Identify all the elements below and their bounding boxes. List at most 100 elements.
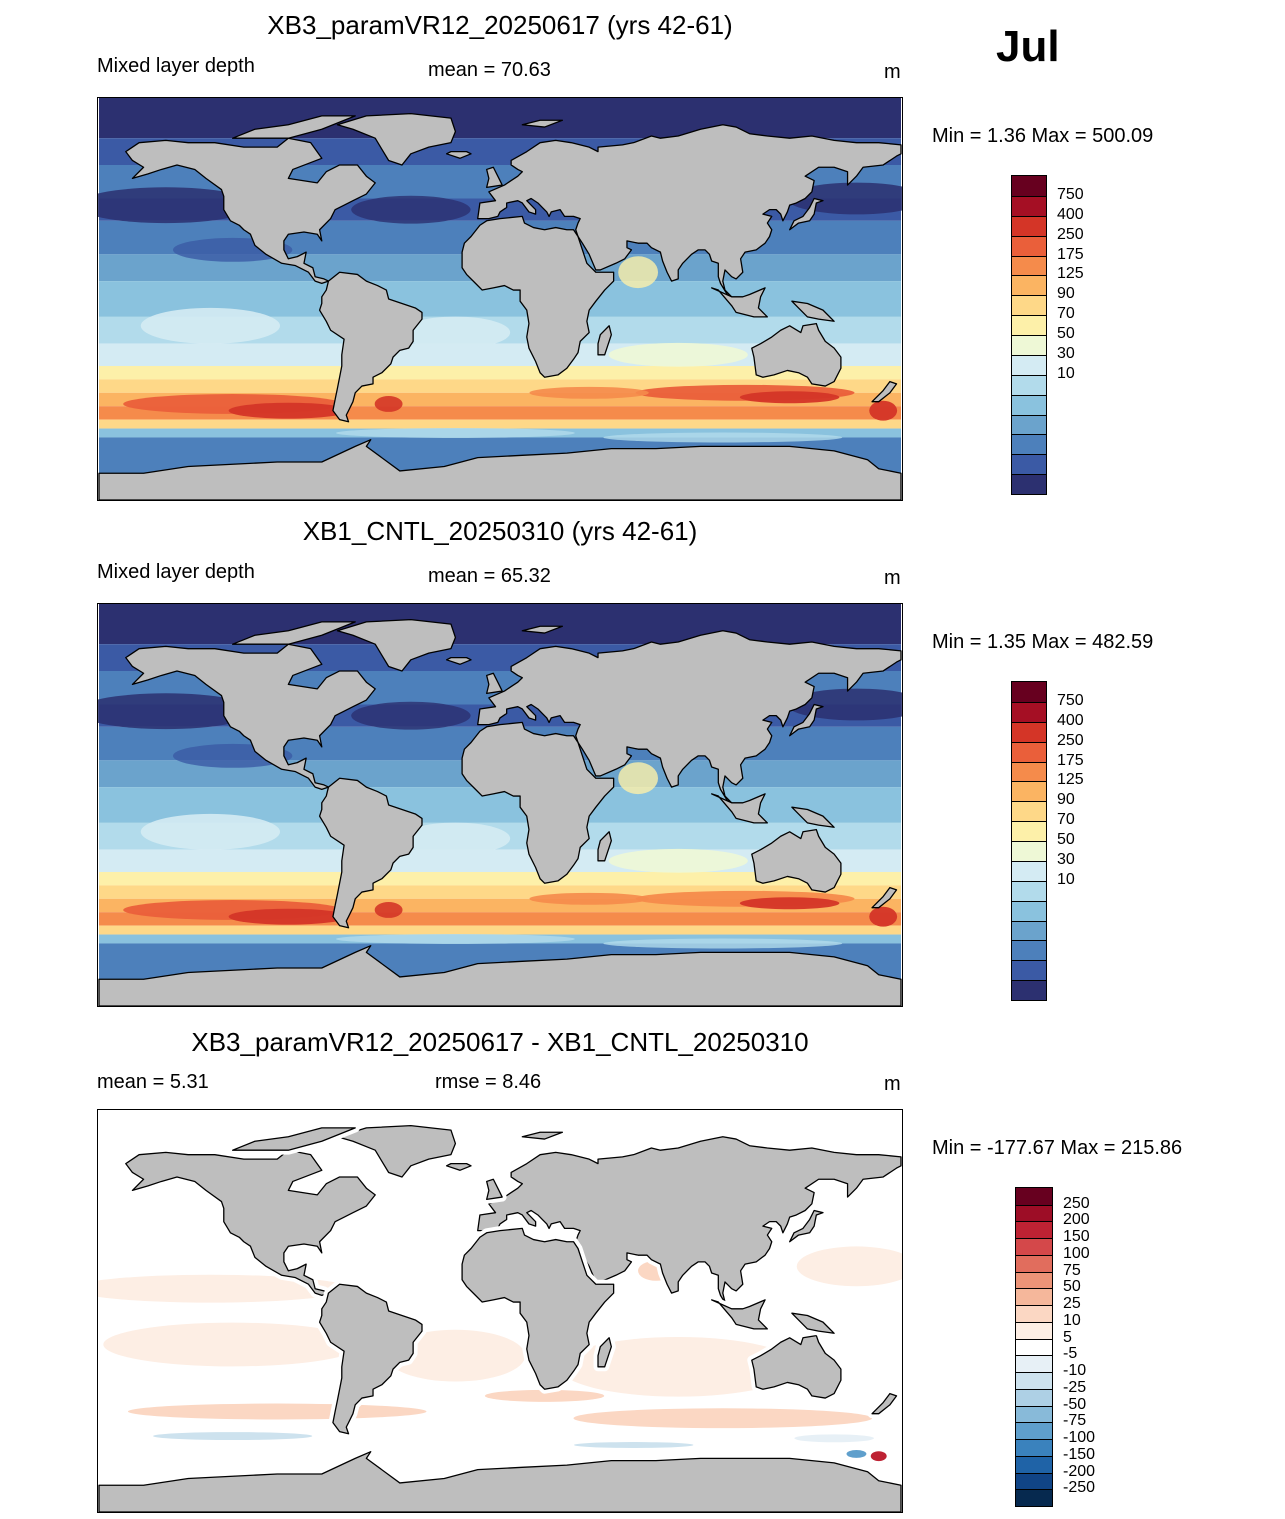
field-patch (400, 316, 511, 349)
field-patch (870, 1451, 887, 1462)
land-antarctica (98, 945, 902, 1006)
land-svalbard (521, 625, 564, 634)
panel-title-bottom: XB3_paramVR12_20250617 - XB1_CNTL_202503… (191, 1027, 809, 1057)
panel-title-top: XB3_paramVR12_20250617 (yrs 42-61) (267, 10, 733, 40)
panel-units-bottom: m (884, 1073, 901, 1095)
colorbar-swatch (1012, 394, 1046, 415)
colorbar-swatch (1012, 255, 1046, 276)
colorbar-tick-label: -50 (1063, 1395, 1087, 1413)
colorbar-tick-label: 750 (1057, 185, 1084, 203)
land-arctic-islands (231, 115, 356, 139)
field-patch (794, 1434, 874, 1443)
land-iceland (445, 150, 472, 159)
colorbar-swatch (1012, 235, 1046, 256)
colorbar-swatch (1012, 960, 1046, 981)
land-japan (789, 1209, 824, 1243)
panel-mean-label-bottom: mean = 5.31 (97, 1071, 209, 1093)
land-indonesia (711, 287, 769, 318)
colorbar-tick-label: 125 (1057, 265, 1084, 283)
colorbar-swatch (1012, 176, 1046, 196)
colorbar-swatch (1012, 821, 1046, 841)
field-band (98, 419, 902, 429)
panel-left-label-top: Mixed layer depth (97, 55, 255, 77)
field-patch (529, 386, 649, 399)
colorbar-swatch (1016, 1455, 1052, 1473)
land-madagascar (597, 831, 612, 862)
land-south-america (318, 1283, 423, 1435)
minmax-bottom: Min = -177.67 Max = 215.86 (932, 1137, 1183, 1159)
field-band (98, 925, 902, 935)
land-new-guinea (791, 300, 835, 322)
field-patch (228, 908, 349, 925)
land-south-america (318, 777, 423, 929)
land-australia (751, 322, 842, 387)
field-patch (558, 1336, 798, 1397)
colorbar-tick-label: -150 (1063, 1445, 1096, 1463)
colorbar-swatch (1012, 335, 1046, 355)
colorbar-swatch (1016, 1405, 1052, 1423)
colorbar-tick-label: 90 (1057, 791, 1075, 809)
colorbar-swatch (1012, 215, 1046, 236)
panel-title-middle: XB1_CNTL_20250310 (yrs 42-61) (302, 516, 698, 546)
field-patch (869, 906, 898, 927)
field-patch (98, 693, 256, 730)
land-new-zealand (871, 380, 898, 403)
field-patch (529, 892, 649, 905)
land-madagascar (597, 1337, 612, 1368)
land-africa (461, 1227, 615, 1390)
land-indonesia (711, 793, 769, 824)
panel-mean-label-middle: mean = 65.32 (428, 565, 551, 587)
land-new-guinea (791, 1312, 835, 1334)
field-band (98, 366, 902, 380)
colorbar-tick-label: 175 (1057, 751, 1084, 769)
land-africa (461, 721, 615, 884)
colorbar-tick-label: 10 (1057, 364, 1075, 382)
land-svalbard (521, 1131, 564, 1140)
colorbar-swatch (1012, 721, 1046, 742)
field-band (98, 872, 902, 886)
field-patch (603, 432, 843, 443)
colorbar-tick-label: -200 (1063, 1462, 1096, 1480)
colorbar-swatch (1016, 1271, 1052, 1289)
land-eurasia (477, 630, 902, 804)
land-new-guinea (791, 806, 835, 828)
field-patch (796, 1246, 902, 1287)
land-arctic-islands (231, 621, 356, 645)
colorbar-swatch (1016, 1254, 1052, 1272)
panel-left-label-middle: Mixed layer depth (97, 561, 255, 583)
colorbar-swatch (1012, 414, 1046, 435)
land-australia (751, 1334, 842, 1399)
colorbar-tick-label: 150 (1063, 1228, 1090, 1246)
land-australia (751, 828, 842, 893)
field-patch (618, 256, 659, 289)
colorbar-swatch (1016, 1321, 1052, 1339)
colorbar-swatch (1012, 682, 1046, 702)
land-antarctica (98, 439, 902, 500)
field-patch (608, 342, 748, 367)
field-patch (374, 902, 403, 918)
colorbar-tick-label: 125 (1057, 771, 1084, 789)
colorbar-tick-label: 400 (1057, 205, 1084, 223)
field-patch (608, 848, 748, 873)
colorbar-tick-label: 175 (1057, 245, 1084, 263)
colorbar-swatch (1012, 295, 1046, 316)
colorbar-diff-swatches (1015, 1187, 1053, 1507)
colorbar-tick-label: 30 (1057, 344, 1075, 362)
colorbar-swatch (1012, 354, 1046, 375)
field-patch (618, 762, 659, 795)
colorbar-swatch (1012, 275, 1046, 296)
field-patch (385, 1329, 526, 1382)
field-patch (573, 1408, 873, 1429)
panel-mean-label-top: mean = 70.63 (428, 59, 551, 81)
field-patch (573, 1442, 694, 1448)
colorbar-swatch (1012, 781, 1046, 802)
colorbar-tick-label: 50 (1063, 1278, 1081, 1296)
colorbar-swatch (1016, 1204, 1052, 1222)
colorbar-swatch (1016, 1338, 1052, 1356)
land-iceland (445, 656, 472, 665)
field-patch (228, 402, 349, 419)
colorbar-swatch (1012, 900, 1046, 921)
colorbar-swatch (1012, 841, 1046, 861)
field-patch (140, 813, 281, 850)
land-south-america (318, 271, 423, 423)
